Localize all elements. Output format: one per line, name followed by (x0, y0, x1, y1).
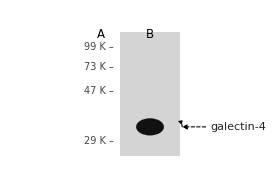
Text: 73 K –: 73 K – (84, 62, 114, 72)
Text: 47 K –: 47 K – (84, 86, 114, 96)
Text: A: A (97, 28, 105, 41)
Text: B: B (146, 28, 154, 41)
Text: 99 K –: 99 K – (84, 42, 114, 52)
Text: galectin-4: galectin-4 (210, 122, 266, 132)
Bar (120, 32, 180, 155)
Text: 29 K –: 29 K – (84, 136, 114, 146)
Ellipse shape (136, 118, 164, 135)
